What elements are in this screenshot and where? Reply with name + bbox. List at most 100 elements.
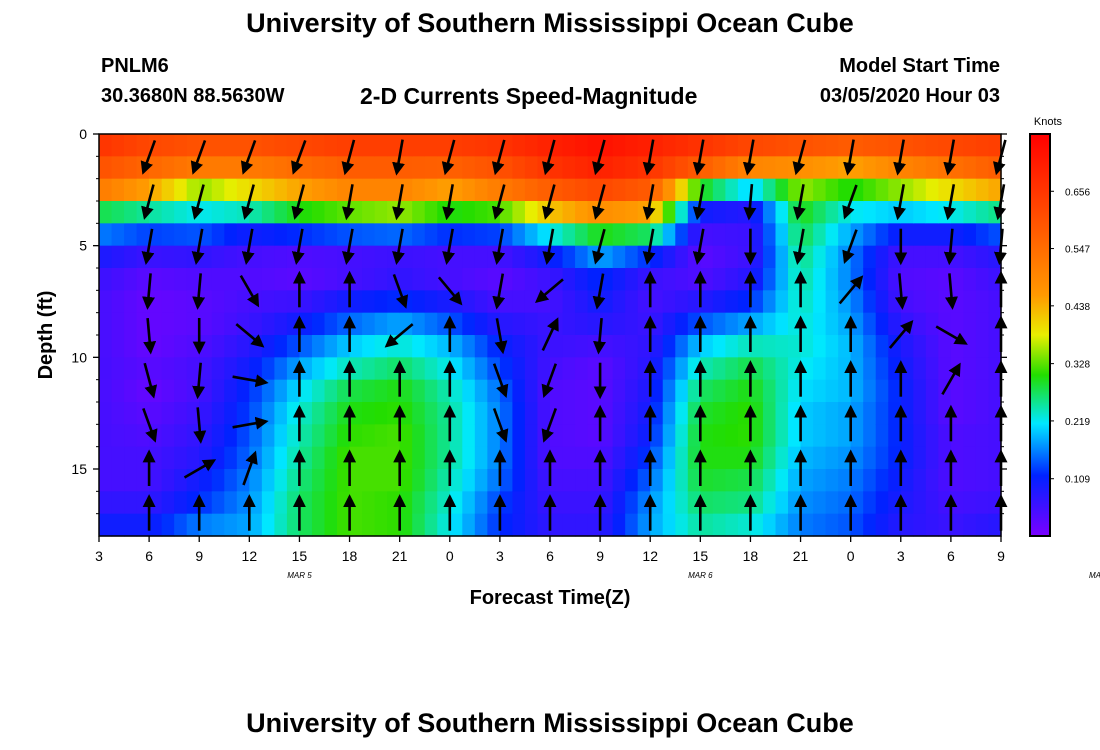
heatmap-cell bbox=[788, 335, 802, 358]
heatmap-cell bbox=[963, 379, 977, 403]
heatmap-cell bbox=[562, 312, 576, 336]
heatmap-cell bbox=[136, 491, 150, 515]
heatmap-cell bbox=[186, 446, 200, 470]
heatmap-cell bbox=[913, 335, 927, 358]
heatmap-cell bbox=[863, 446, 877, 470]
x-tick-label: 18 bbox=[743, 548, 759, 564]
heatmap-cell bbox=[462, 223, 476, 247]
heatmap-cell bbox=[474, 312, 488, 336]
heatmap-cell bbox=[712, 268, 726, 291]
heatmap-cell bbox=[437, 178, 451, 202]
heatmap-cell bbox=[850, 290, 864, 314]
heatmap-cell bbox=[963, 357, 977, 381]
heatmap-cell bbox=[562, 402, 576, 425]
heatmap-cell bbox=[499, 491, 514, 515]
heatmap-cell bbox=[788, 223, 802, 247]
station-coordinates: 30.3680N 88.5630W bbox=[101, 85, 285, 107]
heatmap-cell bbox=[950, 469, 965, 492]
heatmap-cell bbox=[625, 402, 639, 425]
heatmap-cell bbox=[161, 424, 175, 448]
heatmap-cell bbox=[737, 178, 752, 202]
heatmap-cell bbox=[512, 268, 526, 291]
heatmap-cell bbox=[186, 134, 200, 157]
heatmap-cell bbox=[462, 424, 476, 448]
heatmap-cell bbox=[850, 178, 864, 202]
current-arrow bbox=[935, 325, 968, 345]
heatmap-cell bbox=[261, 245, 275, 269]
heatmap-cell bbox=[850, 491, 864, 515]
heatmap-cell bbox=[788, 357, 802, 381]
heatmap-cell bbox=[299, 513, 313, 537]
heatmap-cell bbox=[612, 446, 626, 470]
heatmap-cell bbox=[387, 379, 401, 403]
heatmap-cell bbox=[913, 223, 927, 247]
heatmap-cell bbox=[712, 223, 726, 247]
heatmap-cell bbox=[762, 357, 777, 381]
heatmap-cell bbox=[424, 357, 438, 381]
heatmap-cell bbox=[675, 223, 689, 247]
heatmap-cell bbox=[587, 223, 601, 247]
heatmap-cell bbox=[587, 491, 601, 515]
current-arrow bbox=[541, 317, 559, 351]
heatmap-cell bbox=[925, 201, 939, 224]
heatmap-cell bbox=[612, 134, 626, 157]
heatmap-cell bbox=[99, 424, 113, 448]
heatmap-cell bbox=[775, 513, 789, 537]
heatmap-cell bbox=[199, 245, 213, 269]
heatmap-cell bbox=[399, 268, 413, 291]
heatmap-cell bbox=[424, 245, 438, 269]
heatmap-cell bbox=[800, 357, 814, 381]
heatmap-cell bbox=[600, 491, 614, 515]
heatmap-cell bbox=[224, 379, 238, 403]
heatmap-cell bbox=[988, 424, 1002, 448]
heatmap-cell bbox=[625, 335, 639, 358]
heatmap-cell bbox=[99, 513, 113, 537]
heatmap-cell bbox=[362, 379, 376, 403]
heatmap-cell bbox=[625, 245, 639, 269]
heatmap-cell bbox=[186, 491, 200, 515]
heatmap-cell bbox=[650, 201, 664, 224]
heatmap-cell bbox=[762, 446, 777, 470]
heatmap-cell bbox=[750, 424, 764, 448]
heatmap-cell bbox=[938, 290, 952, 314]
heatmap-cell bbox=[675, 290, 689, 314]
heatmap-cell bbox=[800, 335, 814, 358]
heatmap-cell bbox=[575, 268, 589, 291]
current-arrow bbox=[392, 228, 405, 265]
heatmap-cell bbox=[412, 134, 426, 157]
heatmap-cell bbox=[324, 469, 338, 492]
current-arrow bbox=[692, 184, 706, 221]
heatmap-cell bbox=[449, 491, 463, 515]
heatmap-cell bbox=[650, 424, 664, 448]
heatmap-cell bbox=[349, 379, 363, 403]
heatmap-cell bbox=[662, 469, 676, 492]
heatmap-cell bbox=[399, 312, 413, 336]
heatmap-cell bbox=[462, 245, 476, 269]
heatmap-cell bbox=[186, 357, 200, 381]
heatmap-cell bbox=[875, 402, 889, 425]
heatmap-cell bbox=[725, 245, 739, 269]
heatmap-cell bbox=[374, 290, 388, 314]
heatmap-cell bbox=[261, 357, 275, 381]
heatmap-cell bbox=[788, 290, 802, 314]
heatmap-cell bbox=[838, 491, 852, 515]
heatmap-cell bbox=[562, 290, 576, 314]
heatmap-cell bbox=[149, 201, 163, 224]
heatmap-cell bbox=[762, 379, 777, 403]
heatmap-cell bbox=[249, 357, 263, 381]
heatmap-cell bbox=[537, 312, 551, 336]
heatmap-cell bbox=[274, 156, 288, 180]
heatmap-cell bbox=[224, 156, 238, 180]
heatmap-cell bbox=[124, 245, 138, 269]
heatmap-cell bbox=[750, 379, 764, 403]
heatmap-cell bbox=[637, 223, 651, 247]
heatmap-cell bbox=[449, 335, 463, 358]
heatmap-cell bbox=[236, 223, 250, 247]
current-arrow bbox=[442, 228, 456, 265]
heatmap-cell bbox=[99, 201, 113, 224]
heatmap-cell bbox=[499, 357, 514, 381]
heatmap-cell bbox=[725, 268, 739, 291]
heatmap-cell bbox=[925, 156, 939, 180]
heatmap-cell bbox=[111, 335, 125, 358]
heatmap-cell bbox=[612, 245, 626, 269]
